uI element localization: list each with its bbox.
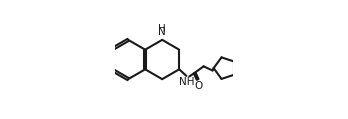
Text: H: H	[158, 24, 166, 34]
Text: O: O	[194, 81, 203, 91]
Text: N: N	[158, 27, 166, 37]
Text: NH: NH	[179, 77, 194, 87]
